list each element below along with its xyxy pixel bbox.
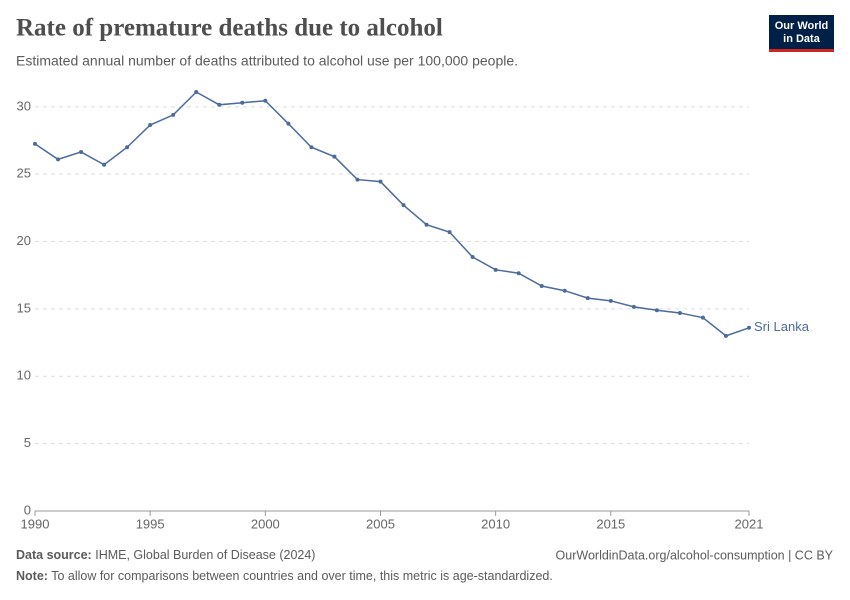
note-label: Note: [16,569,48,583]
y-tick-label: 30 [17,98,31,113]
x-tick-label: 2010 [481,516,510,531]
point [263,98,268,103]
chart-title: Rate of premature deaths due to alcohol [16,15,443,42]
point [102,162,107,167]
source: Data source: IHME, Global Burden of Dise… [16,548,315,562]
note-text: To allow for comparisons between countri… [51,569,553,583]
point [286,121,291,126]
logo-text: Our World [775,20,829,32]
point [654,308,659,313]
url: OurWorldinData.org/alcohol-consumption |… [556,548,834,562]
point [309,145,314,150]
y-tick-label: 0 [24,502,31,517]
x-tick-label: 2000 [251,516,280,531]
x-tick-label: 1990 [21,516,50,531]
point [539,284,544,289]
logo-box [769,15,834,49]
point [631,304,636,309]
logo-bar [769,49,834,52]
y-tick-label: 15 [17,300,31,315]
y-tick-label: 25 [17,166,31,181]
y-tick-label: 20 [17,233,31,248]
point [56,157,61,162]
point [378,179,383,184]
point [240,100,245,105]
point [217,102,222,107]
note: Note: To allow for comparisons between c… [16,569,553,583]
source-label: Data source: [16,548,92,562]
x-tick-label: 2005 [366,516,395,531]
point [747,325,751,330]
point [700,315,705,320]
point [493,267,498,272]
logo-text: in Data [783,33,821,45]
line [34,91,750,337]
point [148,123,153,128]
point [194,90,199,94]
x-tick-label: 2015 [596,516,625,531]
point [401,203,406,208]
point [171,112,176,117]
x-tick-label: 1995 [136,516,165,531]
chart-subtitle: Estimated annual number of deaths attrib… [16,53,518,69]
point [125,145,130,150]
point [424,222,429,227]
point [562,288,567,293]
point [33,141,37,146]
source-text: IHME, Global Burden of Disease (2024) [95,548,315,562]
y-tick-label: 10 [17,368,31,383]
series-label: Sri Lanka [754,319,810,334]
point [79,149,84,154]
point [677,310,682,315]
point [332,154,337,159]
point [447,230,452,235]
point [470,255,475,260]
point [585,296,590,301]
y-tick-label: 5 [24,435,31,450]
x-tick-label: 2021 [735,516,764,531]
point [355,177,360,182]
point [516,271,521,276]
point [608,298,613,303]
point [723,333,728,338]
